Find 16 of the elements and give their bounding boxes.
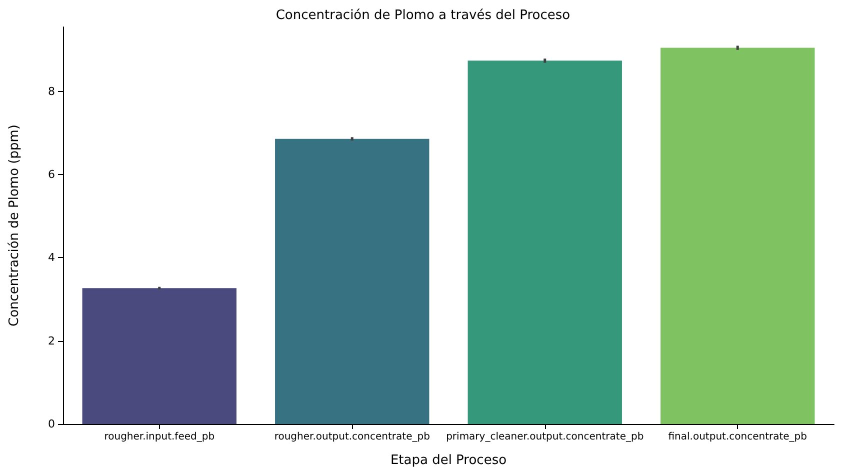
x-tick-label: final.output.concentrate_pb bbox=[668, 432, 808, 442]
bar bbox=[275, 138, 430, 424]
y-axis-title: Concentración de Plomo (ppm) bbox=[7, 124, 22, 326]
y-tick-label: 8 bbox=[48, 84, 55, 98]
x-tick-label: primary_cleaner.output.concentrate_pb bbox=[446, 432, 644, 442]
y-tick-label: 6 bbox=[48, 168, 55, 182]
y-tick-label: 0 bbox=[48, 418, 55, 430]
bar bbox=[468, 60, 622, 424]
x-axis-title: Etapa del Proceso bbox=[390, 453, 507, 468]
bar bbox=[660, 48, 815, 424]
chart-title: Concentración de Plomo a través del Proceso bbox=[276, 8, 570, 23]
x-tick-label: rougher.output.concentrate_pb bbox=[274, 432, 430, 442]
y-tick-label: 2 bbox=[48, 334, 55, 348]
bar bbox=[82, 288, 236, 424]
x-tick-label: rougher.input.feed_pb bbox=[104, 432, 215, 442]
y-tick-label: 4 bbox=[48, 251, 55, 264]
